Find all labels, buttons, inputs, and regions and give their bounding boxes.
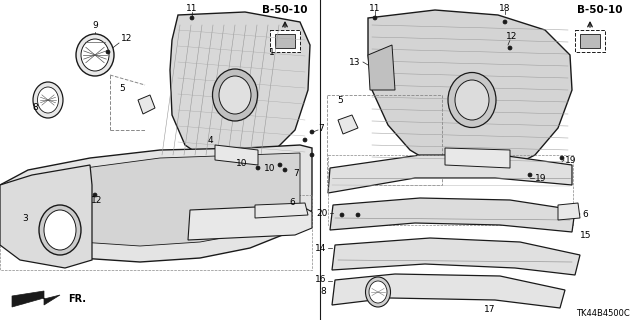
Ellipse shape [369,281,387,303]
Polygon shape [188,205,312,240]
Ellipse shape [283,168,287,172]
Text: 12: 12 [92,196,102,204]
Text: 7: 7 [293,169,299,178]
Text: 7: 7 [318,124,324,132]
Bar [328,155,573,225]
Text: 13: 13 [349,58,360,67]
Ellipse shape [310,153,314,157]
Ellipse shape [373,16,377,20]
Ellipse shape [39,205,81,255]
Text: 3: 3 [22,213,28,222]
Ellipse shape [278,163,282,167]
Text: 11: 11 [186,4,198,12]
Ellipse shape [356,213,360,217]
Polygon shape [138,95,155,114]
Polygon shape [368,45,395,90]
Text: 10: 10 [264,164,276,172]
Ellipse shape [256,166,260,170]
Text: 19: 19 [535,173,547,182]
Text: B-50-10: B-50-10 [262,5,308,15]
Ellipse shape [76,34,114,76]
Ellipse shape [310,130,314,134]
Text: 8: 8 [32,102,38,111]
Ellipse shape [455,80,489,120]
Text: 8: 8 [320,286,326,295]
Ellipse shape [303,138,307,142]
Ellipse shape [212,69,257,121]
Polygon shape [0,165,92,268]
Text: 19: 19 [565,156,577,164]
Polygon shape [170,12,310,168]
Ellipse shape [340,213,344,217]
Bar [275,34,295,48]
Ellipse shape [503,20,507,24]
Text: 15: 15 [580,230,591,239]
Polygon shape [15,153,300,246]
Ellipse shape [81,39,109,71]
Ellipse shape [560,156,564,160]
Text: 17: 17 [484,306,496,315]
Text: 6: 6 [582,210,588,219]
Bar [270,30,300,52]
Polygon shape [330,198,575,232]
Text: 10: 10 [236,158,248,167]
Text: 12: 12 [122,34,132,43]
Polygon shape [215,145,258,165]
Polygon shape [0,145,312,262]
Text: 14: 14 [315,244,326,252]
Bar [575,30,605,52]
Polygon shape [332,238,580,275]
Bar [0,195,312,270]
Ellipse shape [528,173,532,177]
Polygon shape [338,115,358,134]
Ellipse shape [93,193,97,197]
Ellipse shape [190,16,194,20]
Text: 1: 1 [269,47,275,57]
Polygon shape [558,203,580,220]
Ellipse shape [219,76,251,114]
Text: 6: 6 [289,197,295,206]
Text: 18: 18 [499,4,511,12]
Ellipse shape [33,82,63,118]
Polygon shape [332,274,565,308]
Ellipse shape [448,73,496,127]
Polygon shape [12,291,60,307]
Text: 5: 5 [337,95,343,105]
Ellipse shape [365,277,390,307]
Ellipse shape [38,87,58,113]
Polygon shape [368,10,572,175]
Ellipse shape [508,46,512,50]
Ellipse shape [44,210,76,250]
Text: 11: 11 [369,4,381,12]
Polygon shape [328,155,572,193]
Text: 16: 16 [314,276,326,284]
Ellipse shape [106,50,110,54]
Text: B-50-10: B-50-10 [577,5,623,15]
Polygon shape [445,148,510,168]
Text: FR.: FR. [68,294,86,304]
Text: 12: 12 [506,31,518,41]
Text: 20: 20 [317,209,328,218]
Text: 4: 4 [207,135,213,145]
Bar [580,34,600,48]
Text: 9: 9 [92,20,98,29]
Text: TK44B4500C: TK44B4500C [576,309,630,318]
Bar [327,95,442,185]
Text: 5: 5 [119,84,125,92]
Polygon shape [255,203,308,218]
